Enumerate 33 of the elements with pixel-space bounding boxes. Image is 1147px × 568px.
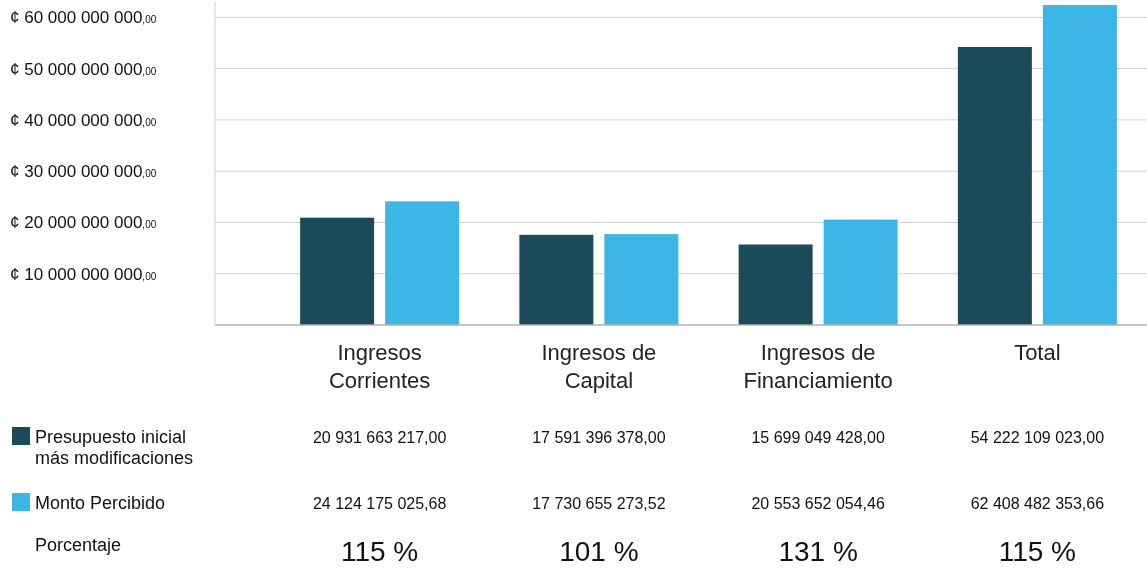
y-tick-label: ¢ 60 000 000 000,00 — [10, 8, 157, 28]
text: 115 % — [340, 535, 419, 567]
x-tick-label: Ingresos Corrientes — [328, 340, 431, 393]
data-label: 20 553 652 054,46 — [751, 494, 885, 512]
bar — [300, 217, 375, 325]
x-tick-label: Ingresos de Financiamiento — [743, 340, 893, 393]
text: Porcentaje — [35, 535, 122, 556]
bar — [385, 201, 460, 325]
y-tick-label: ¢ 20 000 000 000,00 — [10, 213, 157, 233]
data-label: 62 408 482 353,66 — [970, 494, 1105, 512]
text: 131 % — [778, 535, 858, 567]
legend-label: Monto Percibido — [35, 493, 166, 514]
data-label: 54 222 109 023,00 — [970, 428, 1105, 446]
bar — [823, 219, 898, 325]
bar — [957, 47, 1032, 325]
bar — [738, 244, 813, 325]
y-tick-label: ¢ 10 000 000 000,00 — [10, 264, 157, 284]
data-label: 17 591 396 378,00 — [532, 428, 666, 446]
bar — [1042, 5, 1117, 325]
y-tick-label: ¢ 40 000 000 000,00 — [10, 110, 157, 130]
data-label: 15 699 049 428,00 — [751, 428, 885, 446]
y-tick-label: ¢ 50 000 000 000,00 — [10, 59, 157, 79]
legend-label: Presupuesto inicial más modificaciones — [35, 427, 194, 469]
text: 115 % — [998, 535, 1077, 567]
x-tick-label: Ingresos de Capital — [541, 340, 657, 393]
data-label: 20 931 663 217,00 — [312, 428, 447, 446]
y-tick-label: ¢ 30 000 000 000,00 — [10, 162, 157, 182]
data-label: 24 124 175 025,68 — [312, 494, 447, 512]
text: 101 % — [559, 535, 639, 567]
x-tick-label: Total — [1014, 340, 1061, 365]
data-label: 17 730 655 273,52 — [532, 494, 666, 512]
bar — [604, 234, 679, 325]
bar — [519, 234, 594, 325]
